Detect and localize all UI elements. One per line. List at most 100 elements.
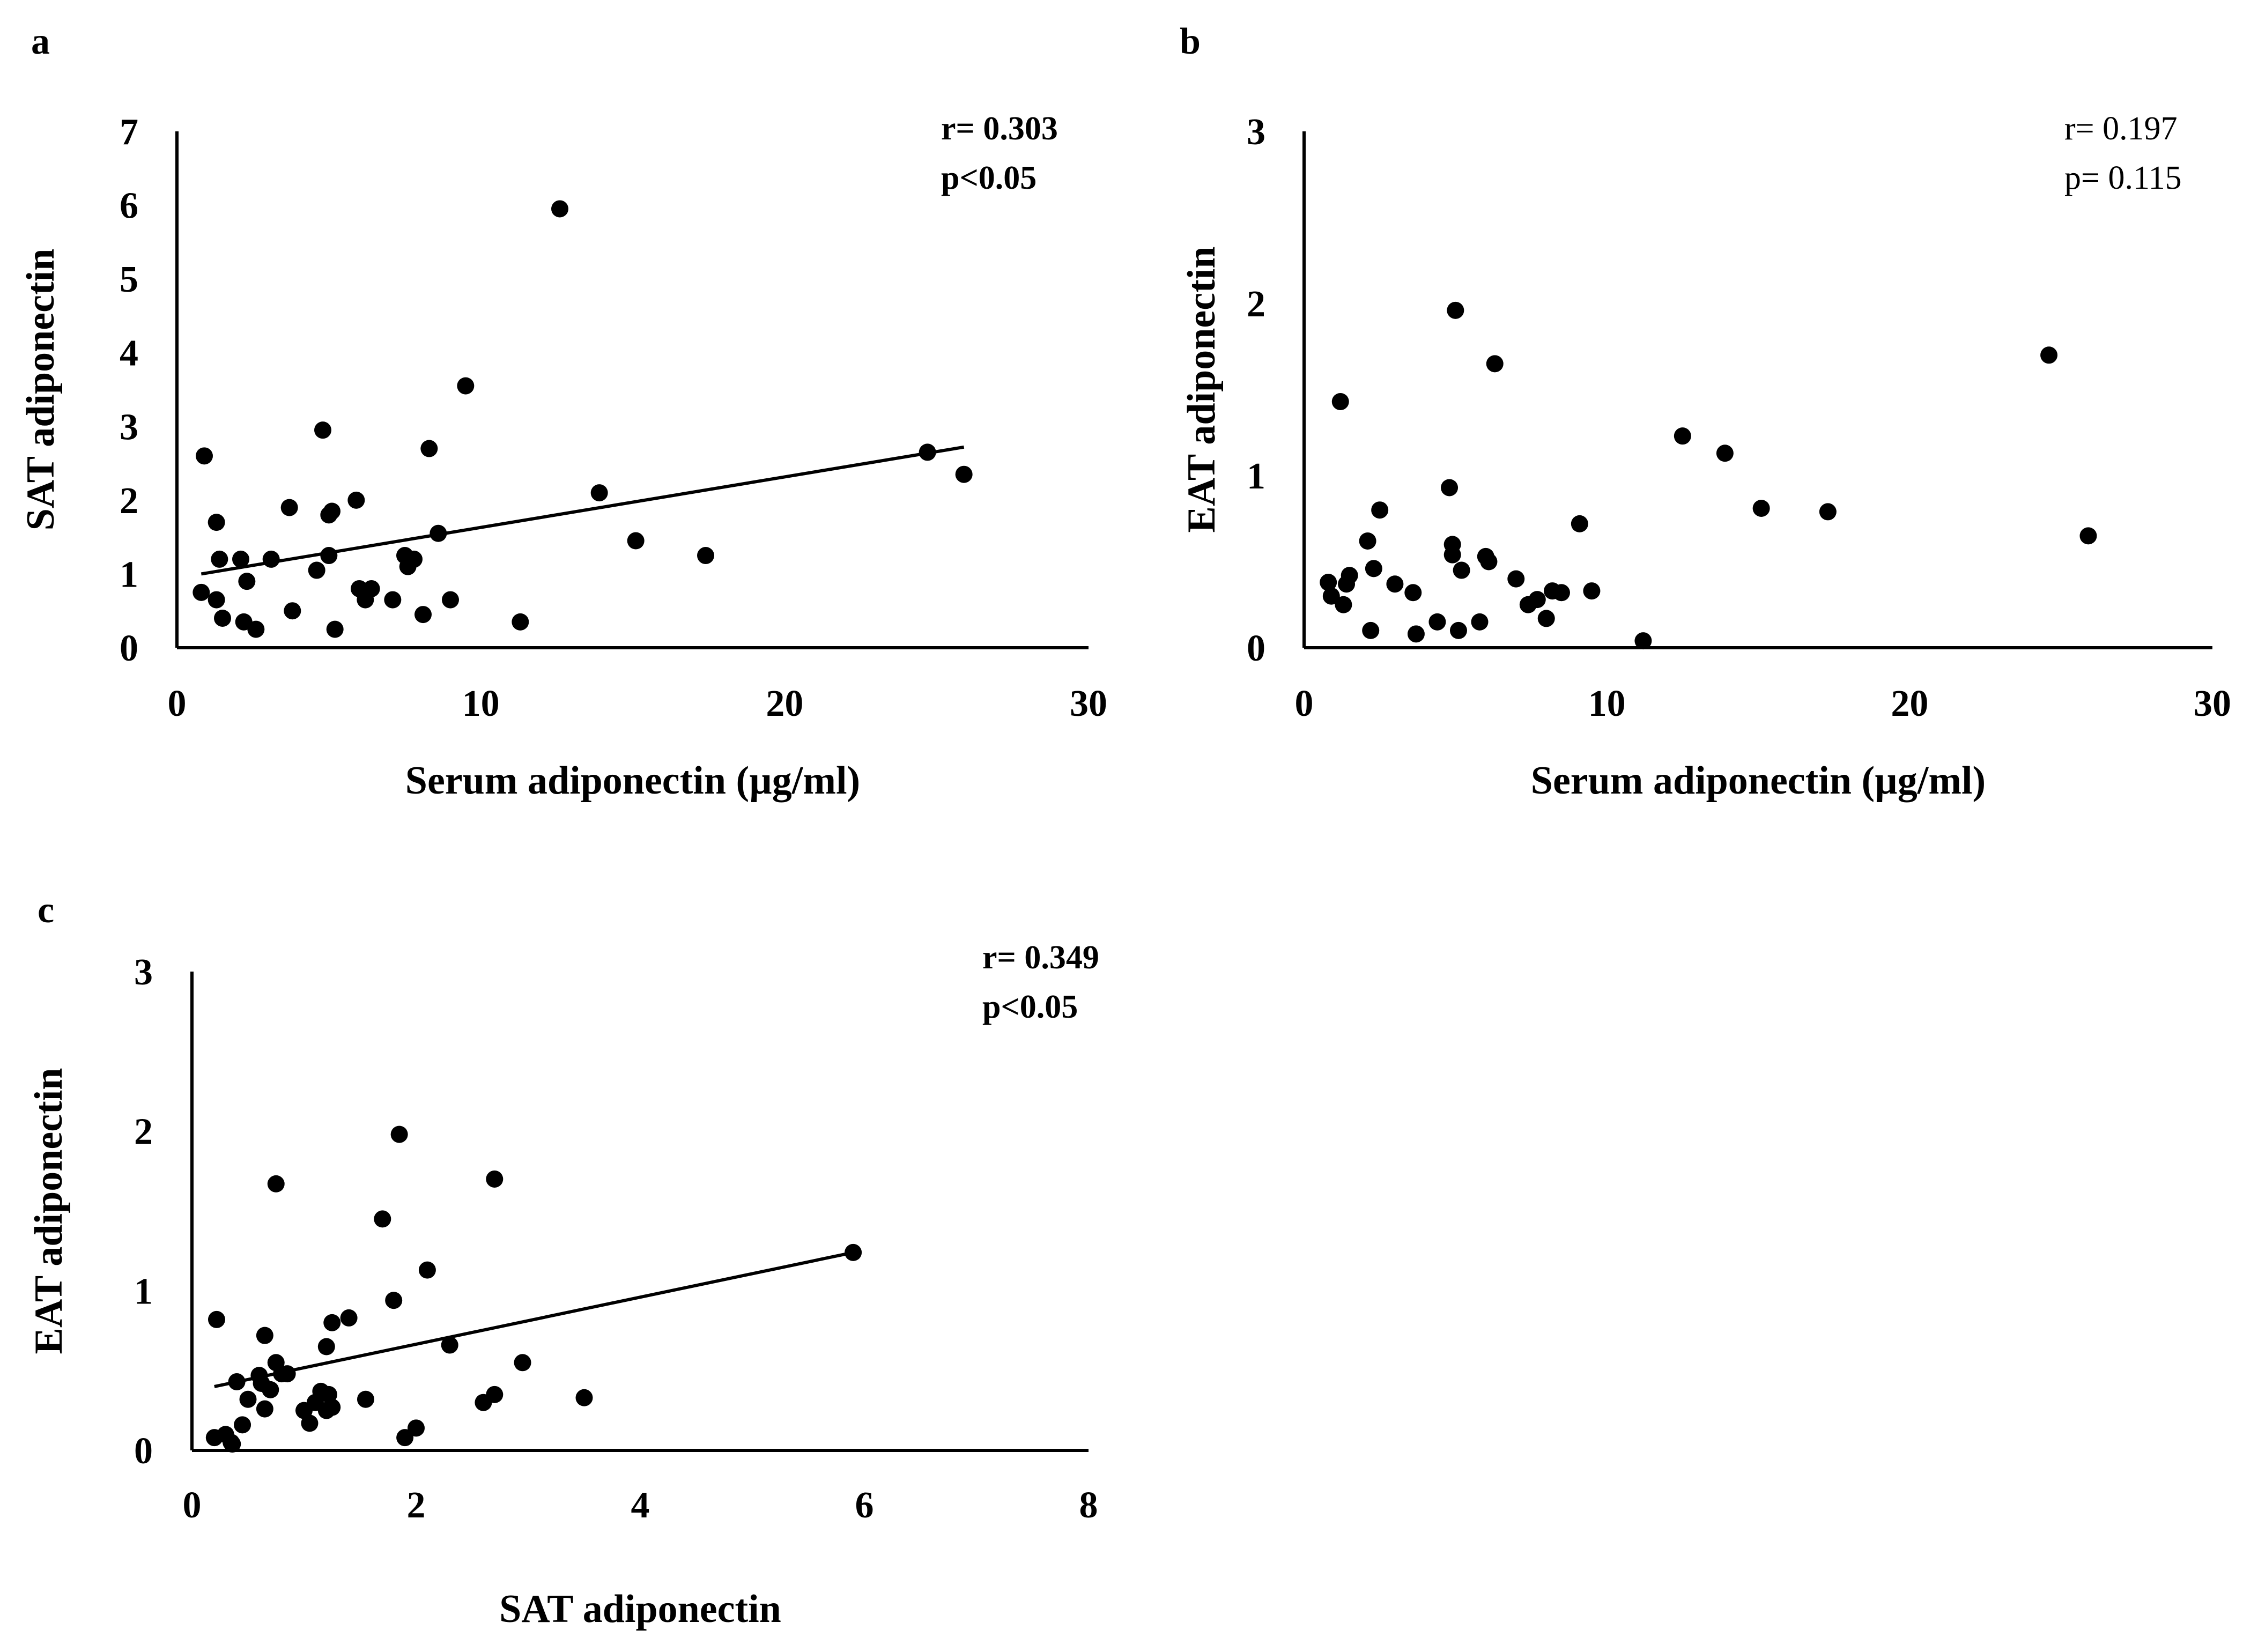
panel-b-data-point	[1552, 584, 1570, 602]
panel-c-data-point	[317, 1338, 335, 1355]
panel-b-y-tick-label: 2	[1247, 284, 1265, 325]
panel-a-data-point	[211, 550, 228, 568]
panel-b-letter: b	[1180, 21, 1201, 62]
panel-a-data-point	[955, 465, 973, 483]
panel-b-data-point	[1716, 445, 1734, 462]
panel-a-data-point	[627, 532, 645, 550]
panel-b-data-point	[1443, 536, 1461, 553]
panel-b-y-tick-label: 1	[1247, 456, 1265, 497]
panel-c-data-point	[256, 1400, 273, 1418]
panel-a-x-tick-label: 30	[1070, 683, 1107, 724]
panel-a-stat-p: p<0.05	[941, 160, 1037, 196]
panel-a-letter: a	[31, 21, 50, 62]
panel-a-data-point	[232, 550, 249, 568]
panel-c-data-point	[301, 1414, 319, 1432]
panel-c-x-tick-label: 8	[1079, 1485, 1098, 1526]
panel-b-data-point	[1386, 575, 1404, 593]
panel-a-data-point	[196, 447, 213, 465]
panel-c-data-point	[575, 1389, 593, 1406]
panel-a-data-point	[208, 591, 225, 609]
panel-c-data-point	[256, 1327, 273, 1344]
panel-a-stat-r: r= 0.303	[941, 110, 1058, 147]
panel-c-data-point	[374, 1210, 391, 1228]
panel-b-x-tick-label: 0	[1295, 683, 1314, 724]
panel-a-data-point	[590, 484, 608, 502]
panel-c-y-axis-title: EAT adiponectin	[27, 1068, 71, 1354]
panel-b-x-axis-title: Serum adiponectin (µg/ml)	[1531, 759, 1986, 803]
panel-b-x-tick-label: 20	[1891, 683, 1928, 724]
panel-c-data-point	[418, 1261, 436, 1279]
panel-b-data-point	[2040, 346, 2058, 364]
panel-a-y-tick-label: 5	[120, 259, 138, 300]
panel-c-data-point	[262, 1381, 279, 1398]
panel-b-data-point	[1453, 561, 1470, 579]
panel-b-data-point	[1583, 582, 1601, 600]
panel-c-data-point	[267, 1175, 285, 1192]
panel-c-data-point	[486, 1386, 504, 1403]
panel-c-y-tick-label: 2	[134, 1112, 153, 1153]
panel-c-x-tick-label: 4	[631, 1485, 650, 1526]
panel-c-data-point	[514, 1354, 531, 1372]
panel-a-x-axis-title: Serum adiponectin (µg/ml)	[405, 759, 860, 803]
panel-a-data-point	[247, 620, 265, 638]
panel-a-data-point	[326, 620, 344, 638]
panel-c-y-tick-label: 3	[134, 952, 153, 993]
panel-c-x-tick-label: 6	[855, 1485, 874, 1526]
panel-a-data-point	[347, 491, 365, 509]
panel-b-data-point	[1537, 610, 1555, 627]
panel-a-data-point	[214, 609, 231, 627]
panel-b-data-point	[1365, 560, 1382, 577]
panel-b-data-point	[1752, 499, 1770, 517]
panel-c-data-point	[390, 1125, 408, 1143]
panel-a-data-point	[362, 580, 380, 597]
panel-a-x-tick-label: 0	[168, 683, 187, 724]
panel-a-y-tick-label: 4	[120, 333, 138, 374]
panel-b-data-point	[1634, 632, 1652, 650]
panel-c-x-tick-label: 0	[183, 1485, 202, 1526]
panel-a-data-point	[512, 613, 529, 631]
panel-c-data-point	[228, 1373, 246, 1391]
panel-b-data-point	[1507, 570, 1525, 588]
panel-a-data-point	[280, 499, 298, 516]
panel-c-stat-r: r= 0.349	[982, 939, 1099, 976]
panel-c-x-tick-label: 2	[407, 1485, 426, 1526]
panel-b-data-point	[1819, 503, 1837, 521]
panel-a-data-point	[442, 591, 459, 609]
panel-a-y-tick-label: 0	[120, 628, 138, 669]
panel-a-data-point	[193, 583, 210, 601]
panel-a-data-point	[430, 524, 447, 542]
panel-c-stat-p: p<0.05	[982, 989, 1078, 1025]
panel-c-data-point	[323, 1314, 341, 1331]
panel-a-trend-line	[201, 445, 965, 576]
panel-c-data-point	[224, 1435, 241, 1453]
panel-a-data-point	[238, 573, 256, 590]
panel-b-y-tick-label: 3	[1247, 112, 1265, 153]
panel-b-data-point	[1371, 501, 1389, 519]
panel-a-data-point	[320, 547, 338, 565]
panel-b-data-point	[1362, 621, 1380, 639]
panel-a-data-point	[414, 606, 432, 624]
panel-c-data-point	[234, 1416, 251, 1434]
panel-c-data-point	[340, 1309, 358, 1327]
panel-b-data-point	[1331, 392, 1349, 410]
panel-b-data-point	[1359, 532, 1376, 550]
panel-a-data-point	[308, 561, 325, 579]
panel-b-data-point	[2079, 527, 2097, 545]
panel-a-data-point	[284, 602, 301, 620]
panel-a-y-tick-label: 1	[120, 554, 138, 595]
panel-c-data-point	[239, 1390, 257, 1408]
panel-c-scatter-plot: 0 2 4 6 8 0 1 2 3 SAT adiponectin EAT adiponectin r…	[27, 939, 1099, 1631]
panel-c-data-point	[357, 1390, 374, 1408]
panel-a-data-point	[384, 591, 402, 609]
panel-a-y-axis-title: SAT adiponectin	[19, 249, 63, 531]
panel-b-y-tick-label: 0	[1247, 628, 1265, 669]
panel-c-data-point	[385, 1292, 403, 1309]
panel-a-data-point	[697, 547, 714, 565]
panel-c-x-axis-title: SAT adiponectin	[499, 1587, 781, 1631]
panel-b-data-point	[1447, 301, 1464, 319]
panel-a-x-tick-label: 10	[462, 683, 500, 724]
panel-a-y-tick-label: 3	[120, 406, 138, 448]
panel-b-stat-r: r= 0.197	[2064, 110, 2178, 147]
panel-b-data-point	[1335, 596, 1352, 613]
